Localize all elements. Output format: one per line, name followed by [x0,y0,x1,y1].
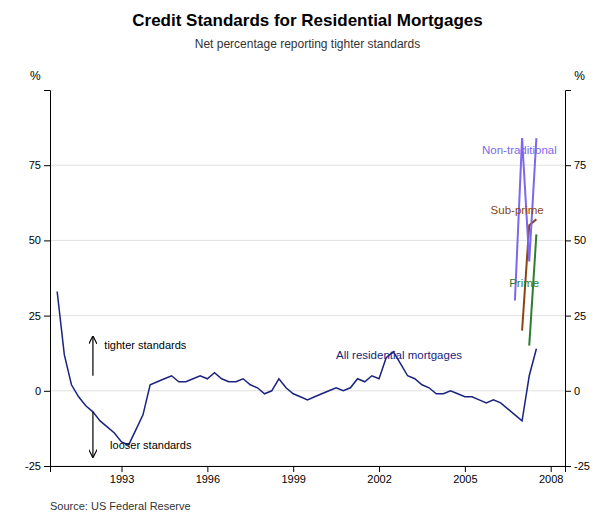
grid-line [50,390,565,391]
tick-mark [551,466,552,472]
grid [50,165,565,466]
tick-mark [44,391,50,392]
series-label: Prime [509,277,539,289]
series-line [57,292,536,445]
tick: 1999 [281,466,305,485]
plot-area [57,138,536,445]
tick-mark [565,316,571,317]
y-axis-label: % [30,69,41,83]
tick: -25 [565,460,590,472]
y-axis: -25 0 25 50 75 [25,91,50,473]
tick: 1996 [196,466,220,485]
tick: 25 [565,310,586,322]
tick-mark [465,466,466,472]
tick-label: 1999 [281,473,305,485]
tick-label: 1993 [110,473,134,485]
y2-axis: -25 0 25 50 75 [565,91,590,473]
tick: 2005 [453,466,477,485]
tick-label: -25 [25,460,41,472]
subtitle: Net percentage reporting tighter standar… [195,37,420,51]
tick: 50 [565,234,586,246]
tick-mark [44,165,50,166]
grid-line [50,165,565,166]
tick-label: 0 [574,385,580,397]
tick: 25 [29,310,50,322]
tick: 0 [35,385,50,397]
arrow [92,412,93,457]
source: Source: US Federal Reserve [50,500,191,512]
tick: 2008 [539,466,563,485]
x-axis: 1993 1996 1999 2002 2005 2008 [51,466,566,485]
tick-mark [565,466,571,467]
annotations: tighter standards looser standards [104,339,192,451]
tick-label: -25 [574,460,590,472]
tick-label: 75 [574,159,586,171]
tick-mark [122,466,123,472]
tick-mark [44,240,50,241]
arrows [92,337,93,457]
chart: Credit Standards for Residential Mortgag… [0,0,615,520]
tick: -25 [25,460,50,472]
tick-label: 0 [35,385,41,397]
annotation: looser standards [110,439,192,451]
series-label: All residential mortgages [336,349,462,361]
title: Credit Standards for Residential Mortgag… [132,11,482,30]
tick-mark [565,165,571,166]
series-label: Non-traditional [482,144,557,156]
axis-line [44,91,51,467]
axis-line [51,467,566,473]
tick-label: 2005 [453,473,477,485]
tick-label: 50 [29,234,41,246]
tick: 50 [29,234,50,246]
tick-mark [565,391,571,392]
tick-label: 50 [574,234,586,246]
arrow [92,337,93,376]
annotation: tighter standards [104,339,186,351]
tick-label: 75 [29,159,41,171]
grid-line [50,315,565,316]
tick-label: 2008 [539,473,563,485]
grid-line [50,240,565,241]
tick-label: 25 [574,310,586,322]
tick: 75 [29,159,50,171]
tick: 1993 [110,466,134,485]
tick: 0 [565,385,580,397]
tick-mark [293,466,294,472]
axis-line [566,91,572,467]
tick-mark [379,466,380,472]
tick-mark [565,240,571,241]
y2-axis-label: % [574,69,585,83]
tick-mark [207,466,208,472]
tick: 75 [565,159,586,171]
tick-mark [44,316,50,317]
tick: 2002 [367,466,391,485]
tick-label: 2002 [367,473,391,485]
series-label: Sub-prime [491,204,544,216]
series-labels: All residential mortgages Prime Sub-prime N… [336,144,557,361]
tick-label: 1996 [196,473,220,485]
series-line [522,219,536,330]
tick-label: 25 [29,310,41,322]
tick-mark [44,466,50,467]
